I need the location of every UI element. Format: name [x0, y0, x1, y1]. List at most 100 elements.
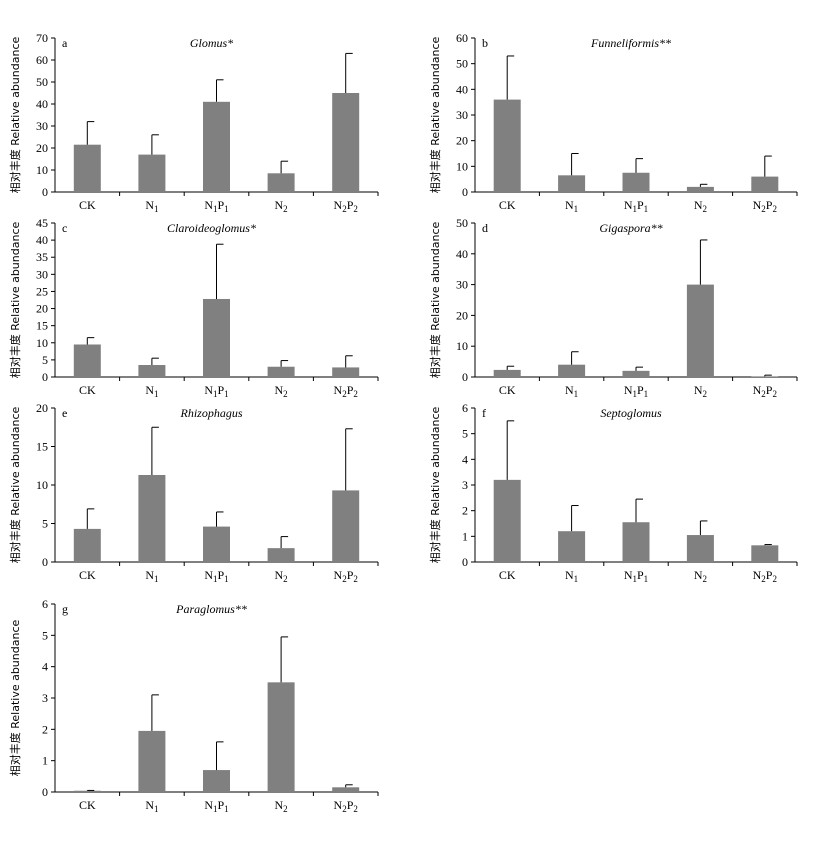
category-label-part: 1	[213, 389, 218, 399]
panel-letter: b	[482, 36, 488, 50]
category-label-part: N	[565, 383, 574, 397]
category-label-part: N	[753, 568, 762, 582]
bar-e-N1	[138, 474, 166, 562]
category-label: N2	[694, 198, 707, 214]
y-tick-label: 15	[36, 440, 48, 454]
bar-d-CK	[493, 369, 521, 377]
category-label-part: N	[694, 383, 703, 397]
category-label: N1	[565, 568, 578, 584]
category-label-part: P	[637, 383, 644, 397]
category-label-part: 2	[353, 574, 358, 584]
bar-g-CK	[73, 790, 101, 792]
category-label-part: CK	[499, 198, 516, 212]
category-label: N1P1	[624, 198, 648, 214]
category-label-part: N	[145, 798, 154, 812]
y-tick-label: 10	[36, 163, 48, 177]
y-tick-label: 1	[462, 529, 468, 543]
bar-d-N1P1	[622, 370, 650, 377]
category-label-part: P	[347, 383, 354, 397]
category-label: N1P1	[204, 568, 228, 584]
category-label-part: 1	[574, 204, 579, 214]
category-label-part: N	[334, 798, 343, 812]
category-label: N2	[694, 568, 707, 584]
category-label: N2	[275, 383, 288, 399]
category-label: N1P1	[624, 568, 648, 584]
y-tick-label: 1	[42, 754, 48, 768]
category-label-part: P	[347, 798, 354, 812]
category-label: CK	[499, 568, 516, 582]
category-label: N2P2	[334, 383, 358, 399]
y-tick-label: 70	[36, 31, 48, 45]
bar-d-N1	[558, 364, 586, 377]
category-label-part: N	[565, 568, 574, 582]
y-tick-label: 30	[456, 278, 468, 292]
category-label-part: 2	[772, 204, 777, 214]
bar-g-N1	[138, 730, 166, 792]
y-tick-label: 30	[456, 108, 468, 122]
y-tick-label: 30	[36, 119, 48, 133]
category-label-part: P	[766, 198, 773, 212]
panel-letter: d	[482, 221, 488, 235]
category-label-part: 2	[342, 574, 347, 584]
y-tick-label: 0	[462, 370, 468, 384]
category-label: N1	[565, 383, 578, 399]
y-axis-label: 相对丰度 Relative abundance	[8, 620, 22, 777]
category-label: N1	[145, 383, 158, 399]
panel-letter: a	[62, 36, 68, 50]
category-label: N1P1	[624, 383, 648, 399]
panel-title: Septoglomus	[600, 406, 662, 420]
category-label-part: 1	[213, 204, 218, 214]
y-tick-label: 0	[42, 555, 48, 569]
category-label-part: 1	[632, 574, 637, 584]
y-tick-label: 4	[42, 660, 48, 674]
bar-f-N1	[558, 531, 586, 562]
category-label-part: 1	[574, 574, 579, 584]
y-tick-label: 5	[42, 628, 48, 642]
y-tick-label: 40	[456, 247, 468, 261]
category-label-part: 1	[224, 574, 229, 584]
bar-c-N2	[267, 366, 295, 377]
bar-b-N1	[558, 175, 586, 192]
y-axis-label: 相对丰度 Relative abundance	[8, 37, 22, 194]
panel-letter: e	[62, 406, 67, 420]
y-tick-label: 0	[462, 185, 468, 199]
category-label-part: 1	[644, 389, 649, 399]
category-label: CK	[79, 568, 96, 582]
category-label-part: N	[624, 198, 633, 212]
panel-title: Claroideoglomus*	[167, 221, 256, 235]
y-tick-label: 10	[456, 339, 468, 353]
bar-f-N2P2	[751, 545, 779, 562]
y-axis-label: 相对丰度 Relative abundance	[8, 407, 22, 564]
y-tick-label: 20	[36, 401, 48, 415]
category-label: N1	[145, 798, 158, 814]
category-label-part: N	[694, 568, 703, 582]
category-label: N1P1	[204, 798, 228, 814]
category-label-part: N	[204, 198, 213, 212]
category-label: N2P2	[753, 568, 777, 584]
bar-f-N2	[686, 535, 714, 562]
bar-g-N2P2	[332, 787, 360, 792]
category-label-part: 2	[702, 574, 707, 584]
bar-c-N1P1	[203, 298, 230, 377]
y-axis-label: 相对丰度 Relative abundance	[8, 222, 22, 379]
category-label-part: 1	[154, 204, 159, 214]
category-label: N1P1	[204, 383, 228, 399]
bar-c-N2P2	[332, 367, 360, 377]
y-axis-label: 相对丰度 Relative abundance	[428, 222, 442, 379]
category-label-part: 1	[574, 389, 579, 399]
category-label-part: P	[217, 198, 224, 212]
bar-a-N1	[138, 154, 166, 192]
category-label: N2P2	[753, 383, 777, 399]
panel-letter: g	[62, 602, 68, 616]
y-tick-label: 2	[42, 722, 48, 736]
category-label-part: P	[637, 198, 644, 212]
category-label-part: 2	[283, 574, 288, 584]
bar-a-N2	[267, 173, 295, 192]
category-label-part: N	[204, 568, 213, 582]
category-label-part: 1	[224, 204, 229, 214]
category-label-part: P	[347, 568, 354, 582]
category-label-part: P	[217, 568, 224, 582]
y-tick-label: 6	[462, 401, 468, 415]
